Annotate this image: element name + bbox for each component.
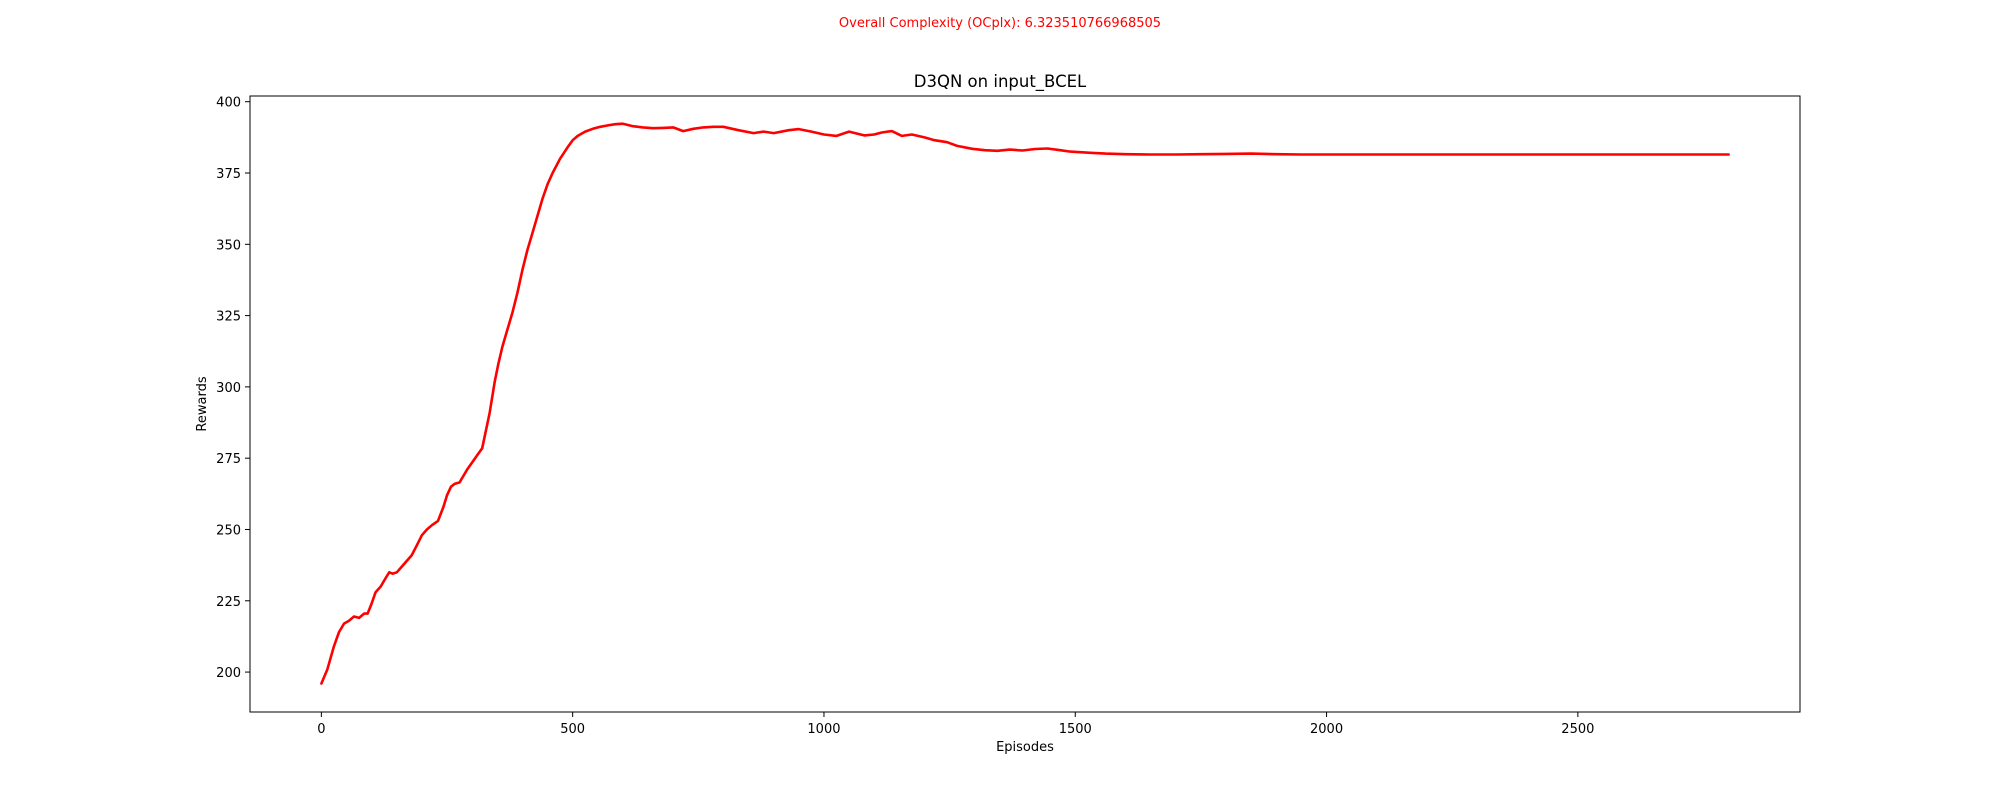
y-tick-label: 300	[216, 381, 241, 396]
y-tick-label: 375	[216, 167, 241, 182]
y-tick-label: 325	[216, 310, 241, 325]
y-tick-label: 350	[216, 238, 241, 253]
chart-suptitle: Overall Complexity (OCplx): 6.3235107669…	[839, 16, 1161, 31]
y-tick-label: 225	[216, 595, 241, 610]
y-axis: 200 225 250 275 300 325 350 375 400	[216, 96, 250, 681]
x-tick-label: 1500	[1059, 722, 1092, 737]
x-tick-label: 1000	[807, 722, 840, 737]
y-axis-label: Rewards	[195, 376, 210, 431]
y-tick-label: 250	[216, 523, 241, 538]
plot-area-frame	[249, 95, 1801, 713]
x-tick-label: 2000	[1310, 722, 1343, 737]
y-tick-label: 275	[216, 452, 241, 467]
x-axis-label: Episodes	[996, 740, 1054, 755]
chart-title: D3QN on input_BCEL	[914, 72, 1087, 92]
rewards-line	[320, 122, 1730, 685]
x-tick-label: 2500	[1561, 722, 1594, 737]
x-axis: 0 500 1000 1500 2000 2500	[317, 712, 1594, 737]
x-tick-label: 500	[560, 722, 585, 737]
y-tick-label: 400	[216, 96, 241, 111]
y-tick-label: 200	[216, 666, 241, 681]
x-tick-label: 0	[317, 722, 325, 737]
